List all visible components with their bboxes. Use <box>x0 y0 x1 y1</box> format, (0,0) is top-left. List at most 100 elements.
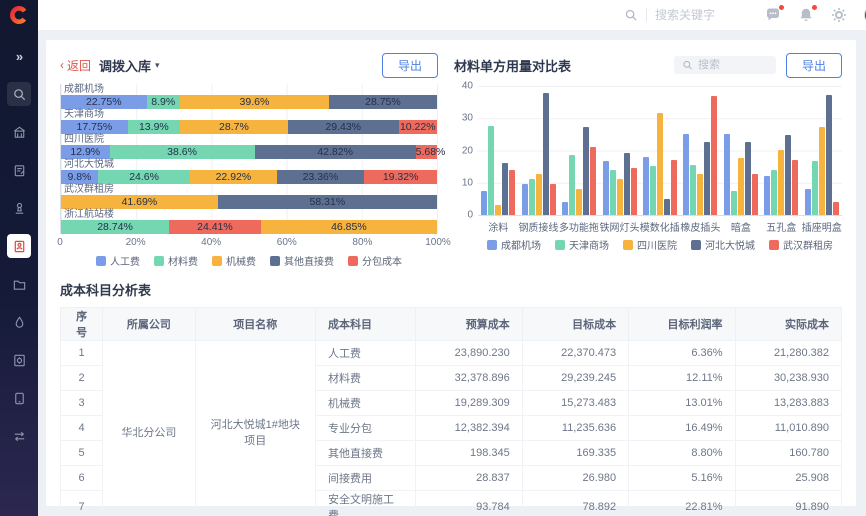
bar-group[interactable] <box>761 86 801 215</box>
sidebar-item-documents[interactable] <box>7 158 31 182</box>
bar[interactable] <box>804 189 811 215</box>
sidebar-item-settings-report[interactable] <box>7 348 31 372</box>
sidebar-item-cost-analysis[interactable] <box>7 234 31 258</box>
bar-group[interactable] <box>721 86 761 215</box>
sidebar-item-files[interactable] <box>7 272 31 296</box>
bar[interactable] <box>656 112 663 215</box>
bar-segment[interactable]: 28.75% <box>328 95 437 109</box>
legend-item[interactable]: 机械费 <box>212 253 256 268</box>
bar[interactable] <box>723 133 730 215</box>
bar[interactable] <box>670 159 677 215</box>
bar-segment[interactable]: 19.32% <box>364 170 437 184</box>
bar[interactable] <box>690 164 697 215</box>
bar[interactable] <box>542 93 549 215</box>
bar-segment[interactable]: 42.82% <box>254 145 416 159</box>
bar[interactable] <box>771 169 778 215</box>
bar-group[interactable] <box>478 86 518 215</box>
bar-segment[interactable]: 12.9% <box>61 145 110 159</box>
bar[interactable] <box>785 135 792 215</box>
bar-segment[interactable]: 8.9% <box>146 95 180 109</box>
bar[interactable] <box>502 163 509 215</box>
bar[interactable] <box>623 153 630 215</box>
messages-button[interactable] <box>765 5 784 23</box>
legend-item[interactable]: 河北大悦城 <box>691 237 755 252</box>
bar[interactable] <box>481 190 488 215</box>
bar-segment[interactable]: 10.22% <box>398 120 437 134</box>
notifications-button[interactable] <box>798 5 817 23</box>
stacked-bar[interactable]: 22.75% 8.9% 39.6% 28.75% <box>61 95 437 109</box>
stacked-bar[interactable]: 12.9% 38.6% 42.82% 5.68% <box>61 145 446 159</box>
bar[interactable] <box>730 190 737 215</box>
legend-item[interactable]: 成都机场 <box>487 237 541 252</box>
bar[interactable] <box>711 96 718 215</box>
bar-segment[interactable]: 22.92% <box>190 170 277 184</box>
export-button-left[interactable]: 导出 <box>381 52 438 78</box>
bar[interactable] <box>630 167 637 215</box>
bar-group[interactable] <box>599 86 639 215</box>
legend-item[interactable]: 材料费 <box>154 253 198 268</box>
bar[interactable] <box>602 161 609 215</box>
bar[interactable] <box>488 125 495 215</box>
bar-group[interactable] <box>518 86 558 215</box>
bar[interactable] <box>683 133 690 215</box>
bar-segment[interactable]: 41.69% <box>61 195 218 209</box>
bar[interactable] <box>642 156 649 215</box>
bar-segment[interactable]: 22.75% <box>61 95 147 109</box>
global-search[interactable] <box>624 8 765 22</box>
bar-segment[interactable]: 5.68% <box>415 145 446 159</box>
bar[interactable] <box>764 176 771 215</box>
sidebar-item-materials[interactable] <box>7 310 31 334</box>
export-button-right[interactable]: 导出 <box>785 52 842 78</box>
bar[interactable] <box>737 158 744 215</box>
legend-item[interactable]: 其他直接费 <box>270 253 334 268</box>
legend-item[interactable]: 天津商场 <box>555 237 609 252</box>
bar[interactable] <box>569 154 576 215</box>
bar-segment[interactable]: 46.85% <box>260 220 437 234</box>
panel-title-dropdown[interactable]: 调拨入库 ▾ <box>99 56 160 75</box>
stacked-bar[interactable]: 9.8% 24.6% 22.92% 23.36% 19.32% <box>61 170 437 184</box>
legend-item[interactable]: 四川医院 <box>623 237 677 252</box>
bar-segment[interactable]: 17.75% <box>61 120 128 134</box>
bar-segment[interactable]: 58.31% <box>217 195 437 209</box>
stacked-bar[interactable]: 28.74% 24.41% 46.85% <box>61 220 437 234</box>
bar-group[interactable] <box>802 86 842 215</box>
bar[interactable] <box>616 179 623 215</box>
bar-segment[interactable]: 39.6% <box>179 95 329 109</box>
bar[interactable] <box>535 174 542 215</box>
bar-group[interactable] <box>640 86 680 215</box>
bar[interactable] <box>576 189 583 215</box>
bar[interactable] <box>704 141 711 215</box>
stacked-bar[interactable]: 41.69% 58.31% <box>61 195 437 209</box>
bar[interactable] <box>521 184 528 215</box>
bar[interactable] <box>697 174 704 215</box>
global-search-input[interactable] <box>655 8 765 22</box>
bar[interactable] <box>832 202 839 215</box>
bar[interactable] <box>549 184 556 215</box>
bar-segment[interactable]: 29.43% <box>287 120 399 134</box>
bar-segment[interactable]: 13.9% <box>127 120 180 134</box>
sidebar-collapse-button[interactable]: » <box>7 44 31 68</box>
bar[interactable] <box>562 202 569 215</box>
legend-item[interactable]: 分包成本 <box>348 253 402 268</box>
sidebar-item-approvals[interactable] <box>7 196 31 220</box>
bar[interactable] <box>818 127 825 215</box>
bar-segment[interactable]: 23.36% <box>276 170 365 184</box>
bar[interactable] <box>663 198 670 215</box>
chart-search[interactable] <box>673 56 776 74</box>
sidebar-item-devices[interactable] <box>7 386 31 410</box>
sidebar-item-search[interactable] <box>7 82 31 106</box>
bar-segment[interactable]: 24.41% <box>169 220 261 234</box>
bar[interactable] <box>825 94 832 215</box>
bar[interactable] <box>583 127 590 215</box>
bar[interactable] <box>649 166 656 215</box>
app-logo[interactable] <box>0 0 38 30</box>
sidebar-item-transfer[interactable] <box>7 424 31 448</box>
legend-item[interactable]: 人工费 <box>96 253 140 268</box>
bar[interactable] <box>778 150 785 215</box>
legend-item[interactable]: 武汉群租房 <box>769 237 833 252</box>
bar-group[interactable] <box>680 86 720 215</box>
stacked-bar[interactable]: 17.75% 13.9% 28.7% 29.43% 10.22% <box>61 120 437 134</box>
back-button[interactable]: ‹ 返回 <box>60 57 91 74</box>
bar-group[interactable] <box>559 86 599 215</box>
bar[interactable] <box>609 169 616 215</box>
